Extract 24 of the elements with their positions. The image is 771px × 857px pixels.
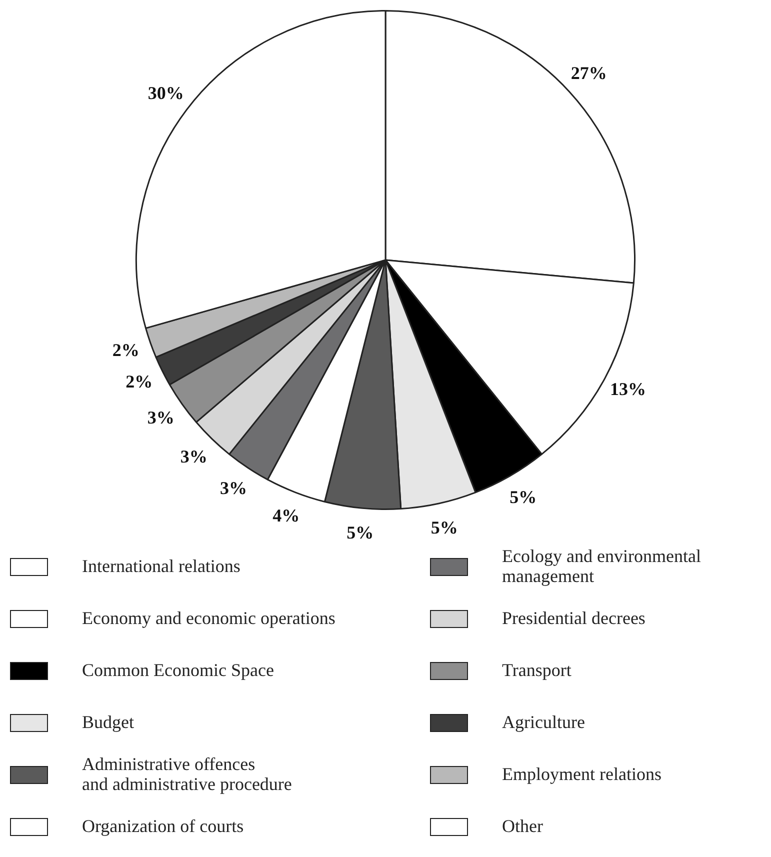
data-label: 4% — [272, 505, 300, 526]
legend-label: Organization of courts — [82, 816, 244, 837]
data-label: 2% — [112, 340, 140, 360]
legend-label: Administrative offences and administrative procedure — [82, 754, 292, 795]
data-label: 5% — [510, 487, 537, 508]
legend-label: Other — [502, 816, 543, 837]
legend-label: Employment relations — [502, 764, 662, 785]
legend-label: Transport — [502, 660, 572, 681]
data-label: 3% — [220, 478, 247, 498]
data-label: 5% — [430, 518, 458, 538]
data-label: 30% — [148, 82, 184, 103]
data-label: 27% — [570, 63, 607, 84]
legend-label: Ecology and environmental management — [502, 546, 701, 587]
legend-label: Agriculture — [502, 712, 585, 733]
legend-label: Presidential decrees — [502, 608, 646, 629]
data-label: 2% — [126, 371, 153, 392]
data-label: 3% — [180, 446, 208, 466]
data-label: 5% — [346, 522, 374, 543]
legend-label: Economy and economic operations — [82, 608, 336, 629]
legend-label: Common Economic Space — [82, 660, 274, 681]
legend-label: Budget — [82, 712, 134, 733]
data-label: 3% — [147, 408, 174, 428]
legend-label: International relations — [82, 556, 240, 577]
data-label: 13% — [610, 378, 646, 399]
